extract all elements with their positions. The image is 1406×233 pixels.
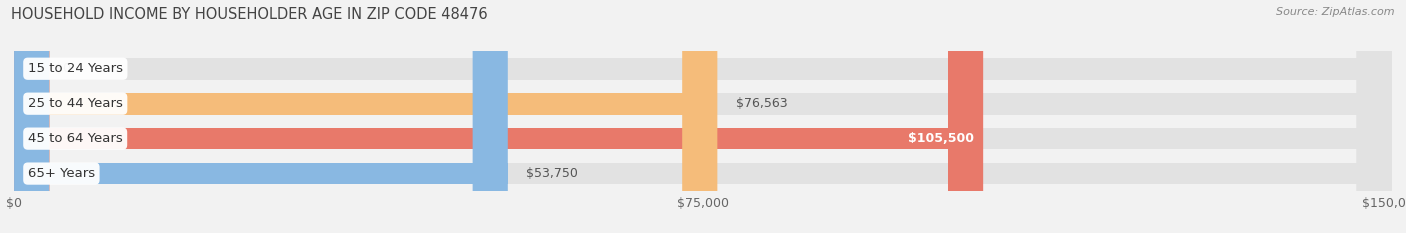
Bar (14, 128, 1392, 150)
Circle shape (948, 0, 983, 233)
Circle shape (14, 0, 49, 233)
Circle shape (14, 0, 49, 233)
Circle shape (1357, 0, 1392, 233)
Bar (14, 58, 1392, 80)
Text: 65+ Years: 65+ Years (28, 167, 96, 180)
Bar (14, 93, 717, 115)
Text: 25 to 44 Years: 25 to 44 Years (28, 97, 122, 110)
Text: Source: ZipAtlas.com: Source: ZipAtlas.com (1277, 7, 1395, 17)
Circle shape (14, 0, 49, 233)
Bar (14, 93, 1392, 115)
Circle shape (14, 0, 49, 233)
Text: $76,563: $76,563 (735, 97, 787, 110)
Circle shape (1357, 0, 1392, 233)
Text: $53,750: $53,750 (526, 167, 578, 180)
Bar (14, 163, 508, 185)
Circle shape (14, 0, 49, 233)
Circle shape (472, 0, 508, 233)
Circle shape (1357, 0, 1392, 233)
Bar (14, 163, 1392, 185)
Circle shape (14, 0, 49, 233)
Bar (14, 128, 983, 150)
Circle shape (14, 0, 49, 233)
Text: $105,500: $105,500 (908, 132, 974, 145)
Text: 45 to 64 Years: 45 to 64 Years (28, 132, 122, 145)
Circle shape (14, 0, 49, 233)
Circle shape (1357, 0, 1392, 233)
Circle shape (682, 0, 717, 233)
Text: 15 to 24 Years: 15 to 24 Years (28, 62, 122, 75)
Text: $0: $0 (55, 62, 72, 75)
Text: HOUSEHOLD INCOME BY HOUSEHOLDER AGE IN ZIP CODE 48476: HOUSEHOLD INCOME BY HOUSEHOLDER AGE IN Z… (11, 7, 488, 22)
